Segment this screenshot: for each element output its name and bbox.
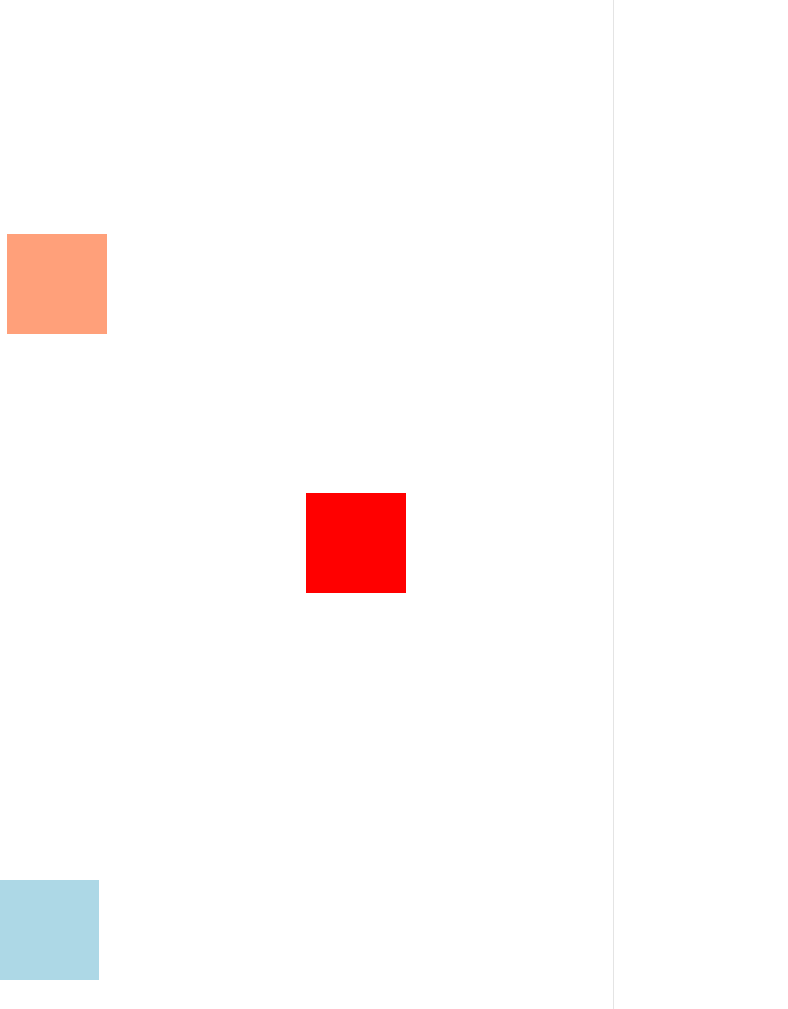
red-square[interactable]	[306, 493, 406, 593]
side-panel	[614, 0, 788, 1009]
panel-divider	[613, 0, 614, 1009]
light-blue-square[interactable]	[0, 880, 99, 980]
salmon-square[interactable]	[7, 234, 107, 334]
